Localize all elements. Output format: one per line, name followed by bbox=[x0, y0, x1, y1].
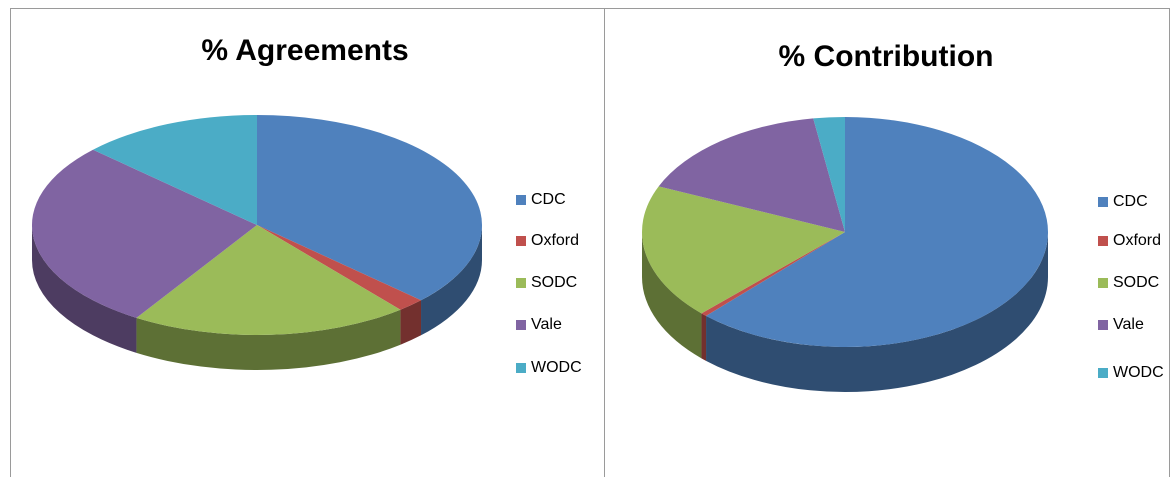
slice bbox=[658, 118, 845, 232]
legend-label: Oxford bbox=[531, 232, 579, 249]
slice-side bbox=[701, 313, 707, 361]
legend-label: CDC bbox=[1113, 193, 1148, 210]
slice bbox=[813, 117, 845, 232]
legend-swatch bbox=[516, 195, 526, 205]
legend-swatch bbox=[1098, 368, 1108, 378]
chart-title: % Contribution bbox=[779, 40, 994, 73]
slice-side bbox=[641, 232, 702, 359]
slice bbox=[257, 225, 422, 310]
legend-label: CDC bbox=[531, 191, 566, 208]
slice-side bbox=[400, 300, 422, 345]
legend-label: Vale bbox=[1113, 316, 1144, 333]
legend-swatch bbox=[1098, 278, 1108, 288]
legend-swatch bbox=[1098, 320, 1108, 330]
slice bbox=[136, 225, 401, 336]
legend-swatch bbox=[516, 236, 526, 246]
slice bbox=[31, 149, 257, 318]
legend-label: Oxford bbox=[1113, 232, 1161, 249]
legend-label: WODC bbox=[1113, 364, 1164, 381]
legend-label: WODC bbox=[531, 359, 582, 376]
slice bbox=[642, 186, 845, 314]
slice-side bbox=[32, 225, 137, 353]
legend-swatch bbox=[516, 363, 526, 373]
legend-swatch bbox=[516, 278, 526, 288]
legend-swatch bbox=[1098, 236, 1108, 246]
legend-label: Vale bbox=[531, 316, 562, 333]
slice-side bbox=[136, 309, 401, 371]
chart-title: % Agreements bbox=[201, 34, 408, 67]
slice-side bbox=[421, 225, 482, 336]
legend-label: SODC bbox=[1113, 274, 1159, 291]
legend-swatch bbox=[516, 320, 526, 330]
slice bbox=[701, 232, 845, 316]
slice bbox=[257, 115, 483, 301]
slice bbox=[92, 115, 257, 225]
legend-label: SODC bbox=[531, 274, 577, 291]
slice bbox=[706, 117, 1049, 347]
legend-swatch bbox=[1098, 197, 1108, 207]
slice-side bbox=[706, 232, 1048, 392]
